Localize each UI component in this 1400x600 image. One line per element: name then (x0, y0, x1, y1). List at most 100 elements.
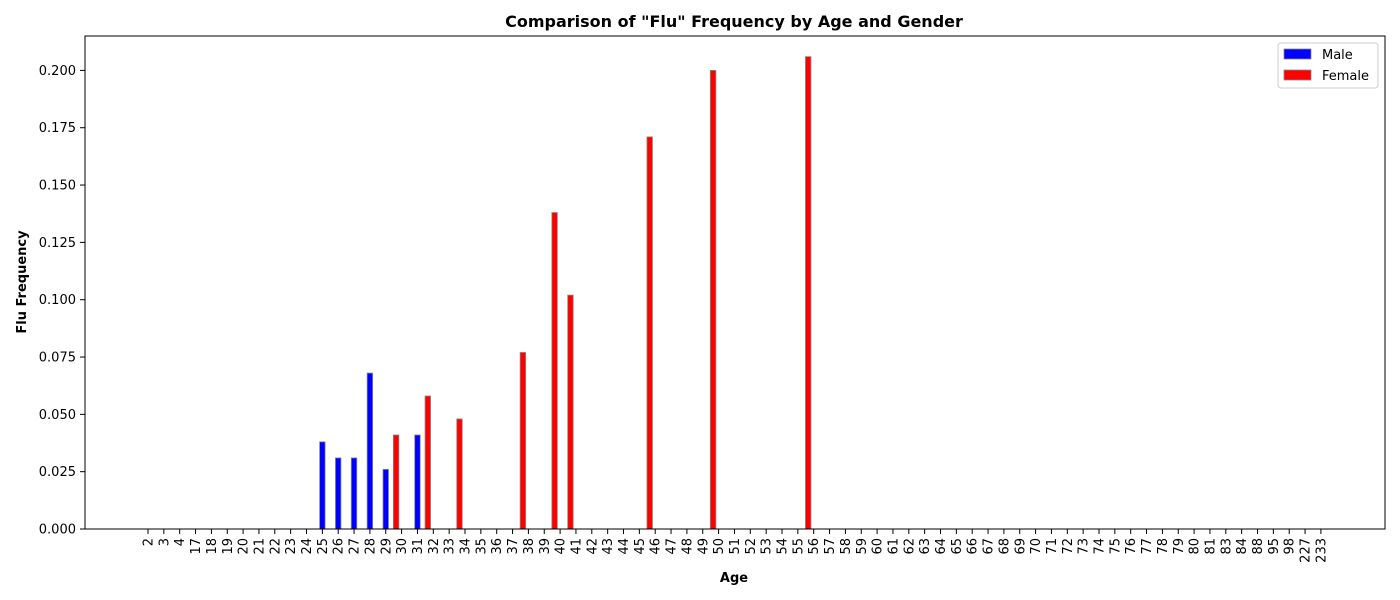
x-tick-label: 31 (411, 538, 426, 555)
y-tick-label: 0.200 (39, 64, 76, 79)
x-tick-label: 36 (490, 538, 505, 555)
x-tick-label: 66 (966, 538, 981, 555)
plot-frame (84, 35, 1386, 530)
x-tick-label: 46 (649, 538, 664, 555)
x-tick-label: 25 (316, 538, 331, 555)
x-tick-label: 61 (886, 538, 901, 555)
x-tick-label: 45 (633, 538, 648, 555)
x-tick-label: 75 (1108, 538, 1123, 555)
x-tick-label: 95 (1267, 538, 1282, 555)
bar-female-32 (424, 395, 431, 530)
x-tick-label: 62 (902, 538, 917, 555)
x-tick-label: 53 (760, 538, 775, 555)
x-tick-label: 29 (379, 538, 394, 555)
x-tick-label: 78 (1156, 538, 1171, 555)
bar-female-56 (805, 56, 812, 530)
x-tick-label: 37 (506, 538, 521, 555)
x-tick-label: 59 (855, 538, 870, 555)
x-tick-label: 58 (839, 538, 854, 555)
x-tick-label: 52 (744, 538, 759, 555)
x-tick-label: 63 (918, 538, 933, 555)
x-tick-label: 24 (300, 538, 315, 555)
y-tick-label: 0.125 (39, 236, 76, 251)
x-tick-label: 70 (1029, 538, 1044, 555)
x-tick-label: 23 (284, 538, 299, 555)
x-tick-label: 43 (601, 538, 616, 555)
x-tick-label: 67 (982, 538, 997, 555)
x-tick-label: 44 (617, 538, 632, 555)
y-tick-label: 0.000 (39, 523, 76, 538)
x-tick-label: 60 (871, 538, 886, 555)
x-tick-label: 48 (680, 538, 695, 555)
x-tick-label: 76 (1124, 538, 1139, 555)
bar-male-29 (382, 468, 389, 530)
x-tick-label: 32 (427, 538, 442, 555)
x-axis: 2 3 4 17 18 19 20 21 22 23 24 25 26 27 28 29 30 31 32 33 34 3… (142, 529, 1329, 563)
x-tick-label: 65 (950, 538, 965, 555)
x-tick-label: 54 (776, 538, 791, 555)
x-tick-label: 56 (807, 538, 822, 555)
x-tick-label: 55 (791, 538, 806, 555)
x-tick-label: 42 (585, 538, 600, 555)
bar-male-27 (350, 457, 358, 530)
x-tick-label: 80 (1188, 538, 1203, 555)
x-tick-label: 28 (363, 538, 378, 555)
x-tick-label: 72 (1061, 538, 1076, 555)
chart-title: Comparison of "Flu" Frequency by Age and… (505, 12, 963, 31)
x-tick-label: 35 (474, 538, 489, 555)
x-tick-label: 41 (569, 538, 584, 555)
legend-swatch-male (1283, 48, 1312, 60)
y-tick-label: 0.175 (39, 121, 76, 136)
bar-female-30 (392, 434, 400, 530)
x-tick-label: 2 (142, 538, 157, 546)
y-tick-label: 0.150 (39, 179, 76, 194)
x-tick-label: 18 (205, 538, 220, 555)
x-tick-label: 26 (332, 538, 347, 555)
x-tick-label: 27 (348, 538, 363, 555)
legend: Male Female (1277, 42, 1379, 89)
x-tick-label: 33 (443, 538, 458, 555)
x-tick-label: 50 (712, 538, 727, 555)
bar-female-38 (519, 352, 527, 530)
bar-male-26 (335, 457, 342, 530)
bar-male-25 (319, 441, 326, 530)
bar-female-40 (551, 212, 558, 530)
x-tick-label: 98 (1283, 538, 1298, 555)
x-tick-label: 227 (1299, 538, 1314, 563)
y-tick-label: 0.025 (39, 465, 76, 480)
x-tick-label: 81 (1203, 538, 1218, 555)
y-tick-label: 0.050 (39, 408, 76, 423)
x-tick-label: 38 (522, 538, 537, 555)
legend-swatch-female (1283, 69, 1312, 81)
x-tick-label: 69 (1013, 538, 1028, 555)
x-tick-label: 68 (997, 538, 1012, 555)
x-tick-label: 21 (252, 538, 267, 555)
x-tick-label: 30 (395, 538, 410, 555)
x-tick-label: 19 (221, 538, 236, 555)
x-tick-label: 17 (189, 538, 204, 555)
x-tick-label: 20 (237, 538, 252, 555)
x-tick-label: 84 (1235, 538, 1250, 555)
y-axis: 0.000 0.025 0.050 0.075 0.100 0.125 0.150 0.175… (39, 64, 85, 538)
bar-female-46 (646, 136, 653, 530)
bar-male-31 (414, 434, 421, 530)
x-tick-label: 73 (1077, 538, 1092, 555)
legend-label-male: Male (1322, 48, 1353, 63)
bar-female-34 (456, 418, 463, 530)
x-tick-label: 57 (823, 538, 838, 555)
x-tick-label: 4 (173, 538, 188, 546)
y-tick-label: 0.100 (39, 293, 76, 308)
x-tick-label: 88 (1251, 538, 1266, 555)
x-tick-label: 79 (1172, 538, 1187, 555)
x-tick-label: 39 (538, 538, 553, 555)
x-tick-label: 3 (157, 538, 172, 546)
y-tick-label: 0.075 (39, 351, 76, 366)
x-tick-label: 34 (459, 538, 474, 555)
legend-label-female: Female (1322, 69, 1369, 84)
y-axis-title: Flu Frequency (15, 230, 30, 334)
bars-layer (319, 56, 812, 530)
x-tick-label: 77 (1140, 538, 1155, 555)
x-tick-label: 22 (268, 538, 283, 555)
